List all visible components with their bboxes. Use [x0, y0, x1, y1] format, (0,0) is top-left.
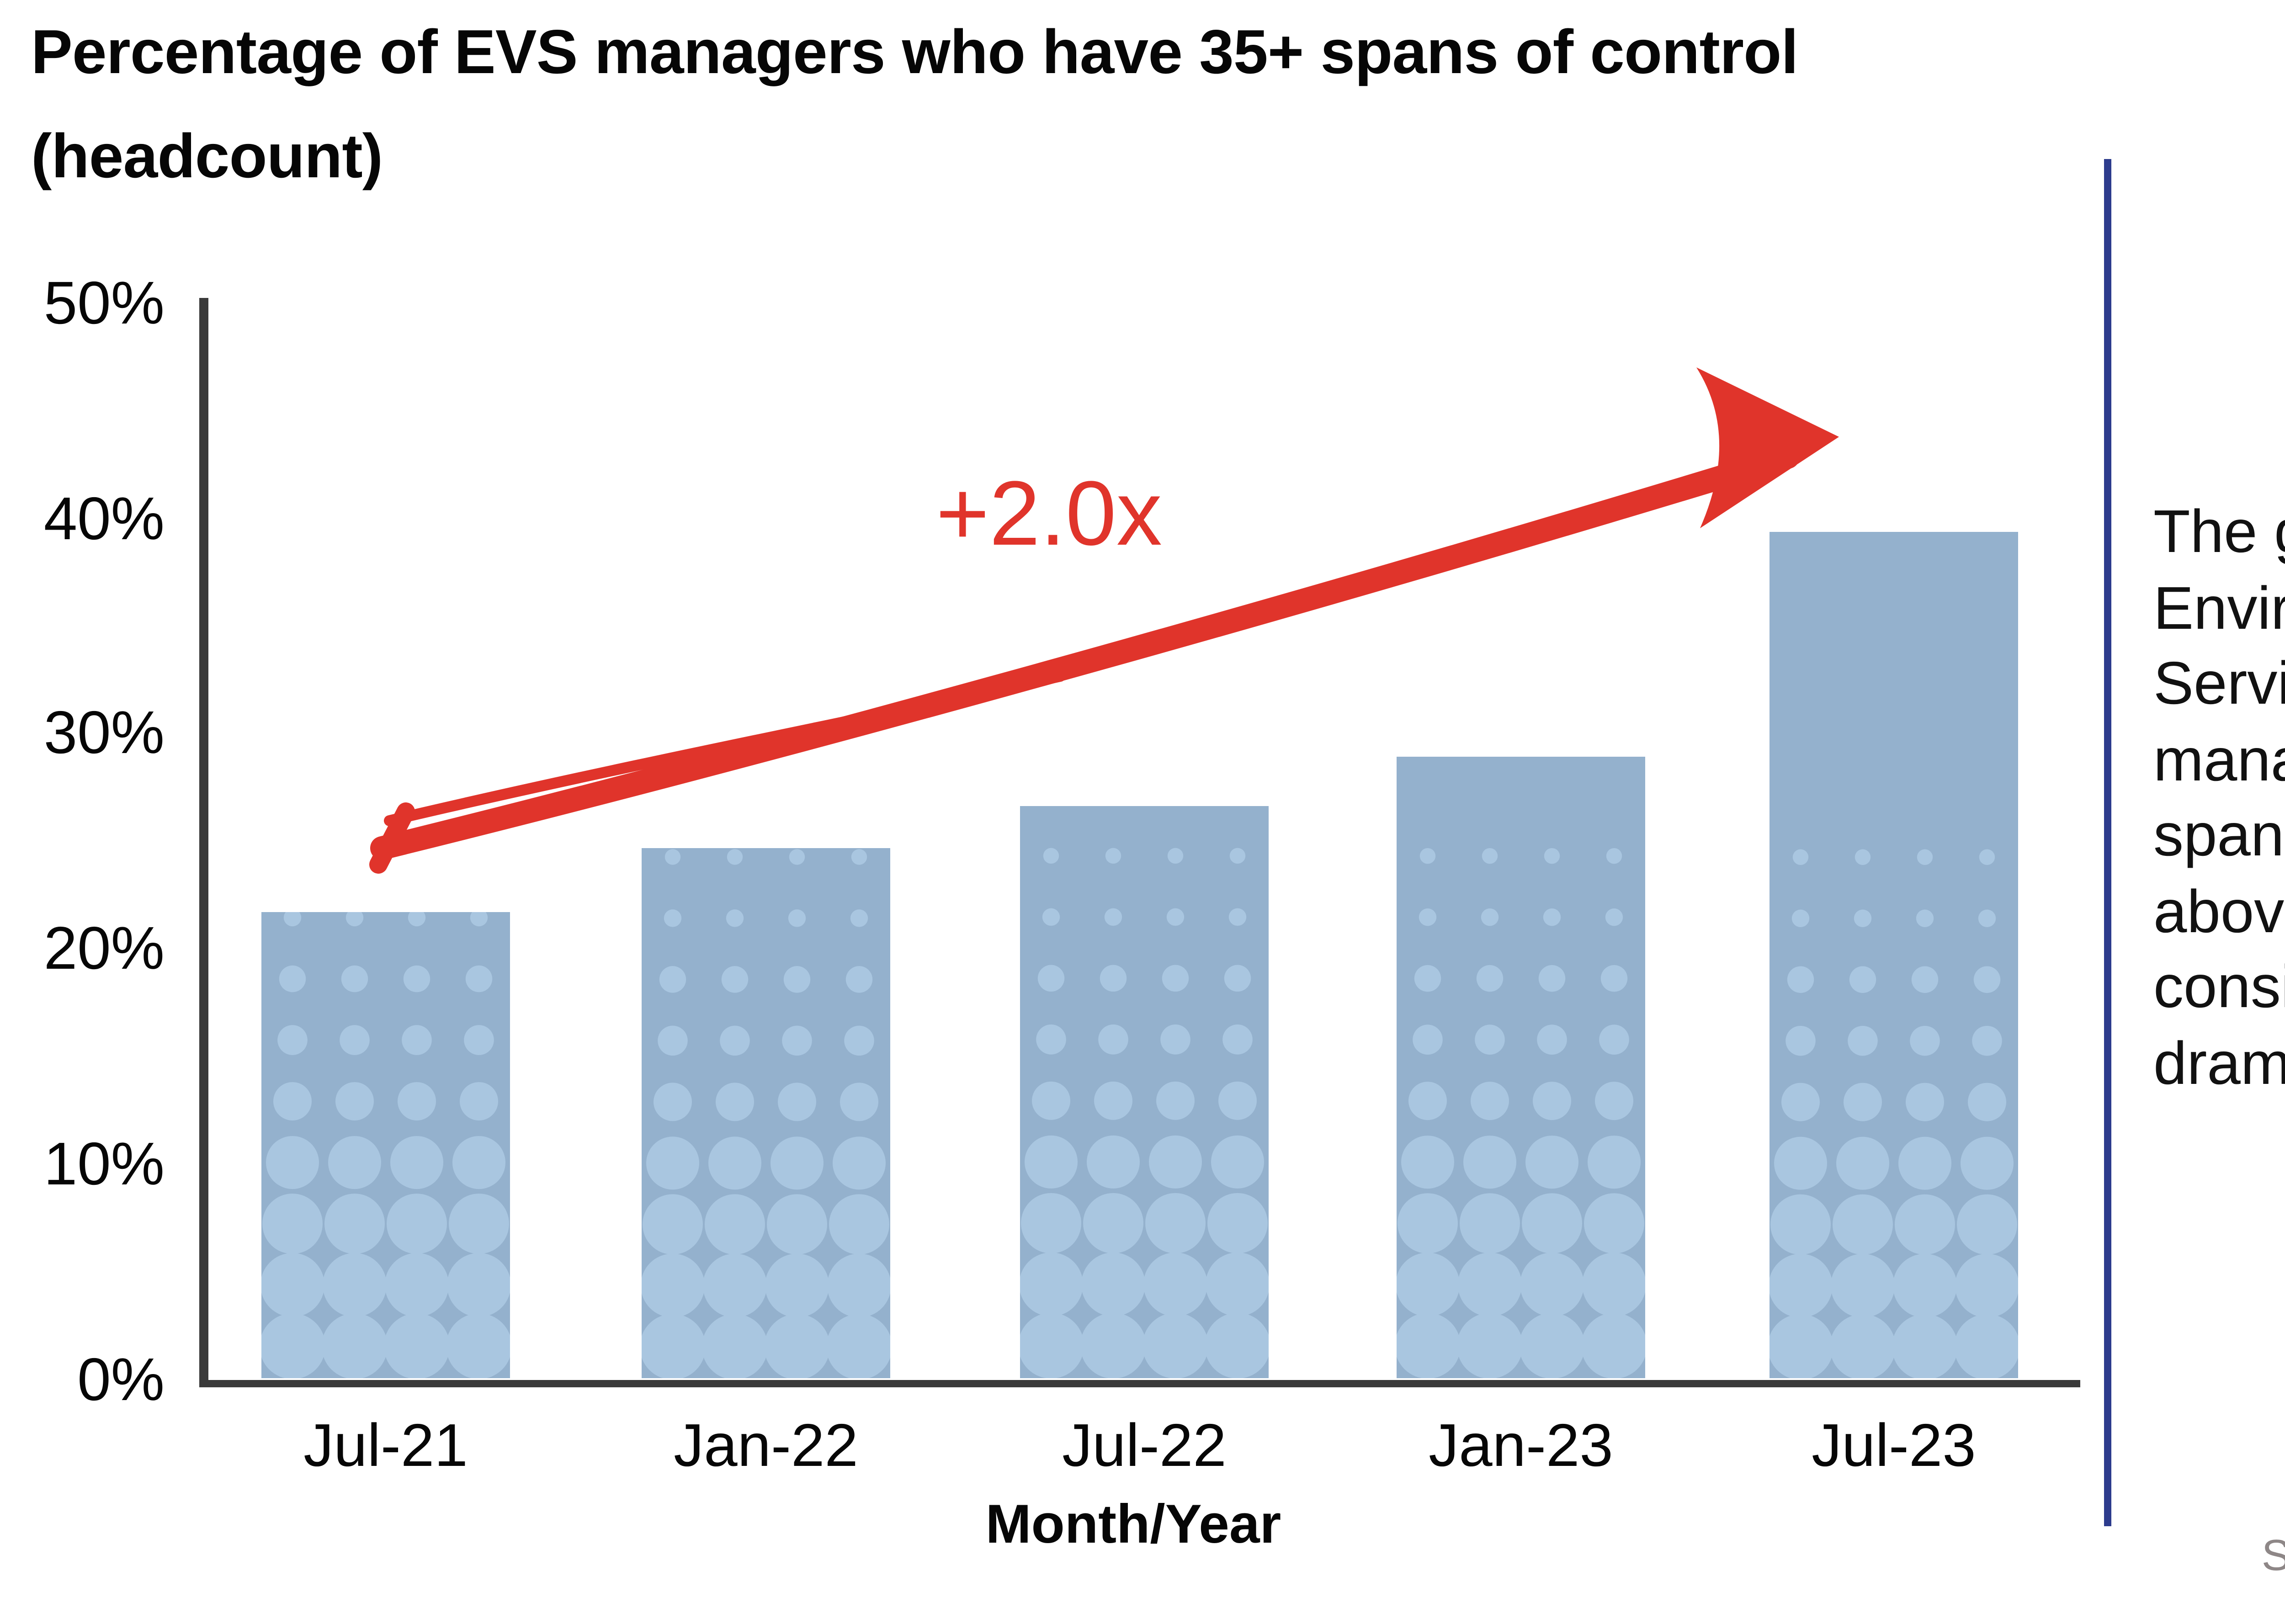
y-axis-line — [199, 298, 207, 1387]
x-axis-tick-label: Jan-23 — [1429, 1411, 1613, 1479]
bar-dots-pattern — [261, 912, 510, 1379]
y-axis-tick-label: 10% — [43, 1129, 165, 1197]
x-axis-title: Month/Year — [985, 1495, 1281, 1555]
bar-jul-22 — [1020, 807, 1269, 1379]
bar-jan-23 — [1397, 757, 1645, 1379]
x-axis-tick-label: Jul-23 — [1812, 1411, 1976, 1479]
x-axis-tick-label: Jul-22 — [1062, 1411, 1227, 1479]
y-axis-tick-label: 0% — [77, 1344, 165, 1412]
bar-jan-22 — [642, 847, 890, 1379]
side-note: The group of Environmental Services (EVS… — [2153, 497, 2285, 1096]
growth-annotation: +2.0x — [936, 462, 1162, 565]
bar-jul-23 — [1770, 531, 2018, 1379]
bar-dots-pattern — [1020, 848, 1269, 1379]
source-credit: Source: Laudio Insights — [2262, 1532, 2285, 1583]
x-axis-tick-label: Jan-22 — [674, 1411, 858, 1479]
separator-line — [2104, 159, 2110, 1526]
bar-dots-pattern — [1770, 848, 2018, 1379]
y-axis-tick-label: 20% — [43, 914, 165, 982]
y-axis-tick-label: 40% — [43, 483, 165, 551]
bar-jul-21 — [261, 912, 510, 1379]
y-axis-tick-label: 30% — [43, 699, 165, 766]
y-axis-tick-label: 50% — [43, 268, 165, 336]
bar-dots-pattern — [1397, 848, 1645, 1379]
bar-dots-pattern — [642, 848, 890, 1379]
x-axis-line — [199, 1379, 2080, 1387]
chart-title: Percentage of EVS managers who have 35+ … — [31, 18, 1798, 192]
x-axis-tick-label: Jul-21 — [303, 1411, 468, 1479]
